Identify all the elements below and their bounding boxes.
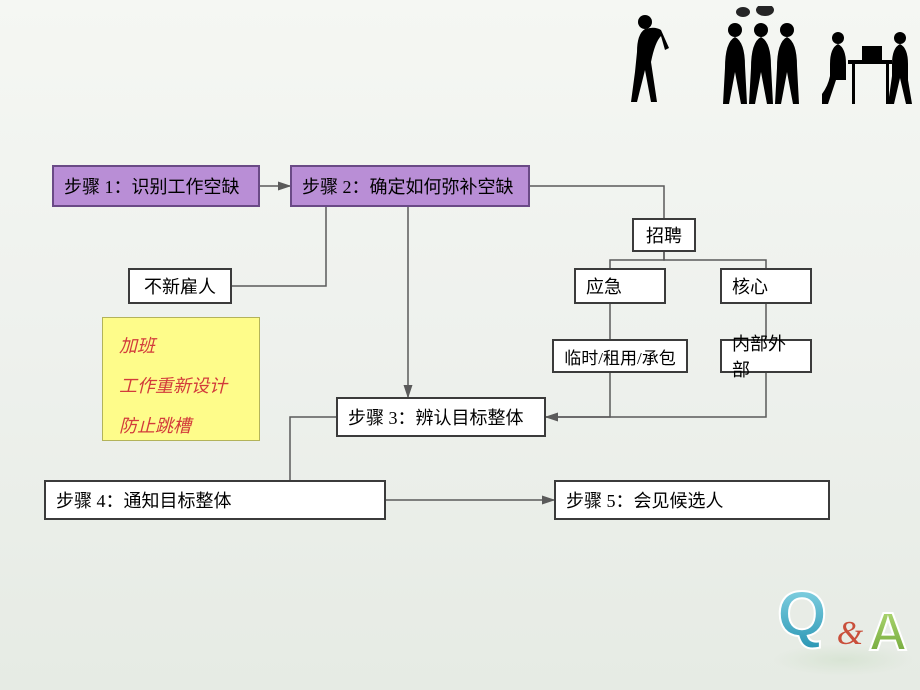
- node-neibu: 内部外部: [720, 339, 812, 373]
- node-step1: 步骤 1：识别工作空缺: [52, 165, 260, 207]
- silhouette-desk: [818, 20, 914, 108]
- yellow-options-box: 加班 工作重新设计 防止跳槽: [102, 317, 260, 441]
- node-step5-label: 步骤 5：会见候选人: [566, 487, 724, 513]
- yellow-line-2: 工作重新设计: [119, 372, 243, 398]
- yellow-line-1: 加班: [119, 332, 243, 358]
- node-linshi-label: 临时/租用/承包: [564, 344, 675, 369]
- node-nohire-label: 不新雇人: [144, 273, 216, 299]
- qa-q-text: Q: [777, 578, 827, 650]
- node-nohire: 不新雇人: [128, 268, 232, 304]
- silhouette-talkers: [715, 6, 805, 108]
- node-zhaopin-label: 招聘: [646, 222, 682, 248]
- diagram-canvas: 步骤 1：识别工作空缺 步骤 2：确定如何弥补空缺 招聘 不新雇人 应急 核心 …: [0, 0, 920, 690]
- node-step4: 步骤 4：通知目标整体: [44, 480, 386, 520]
- node-step1-label: 步骤 1：识别工作空缺: [64, 173, 240, 199]
- node-yingji: 应急: [574, 268, 666, 304]
- node-hexin: 核心: [720, 268, 812, 304]
- node-yingji-label: 应急: [586, 273, 622, 299]
- node-step3-label: 步骤 3：辨认目标整体: [348, 404, 524, 430]
- silhouette-walker: [625, 12, 671, 108]
- node-step2: 步骤 2：确定如何弥补空缺: [290, 165, 530, 207]
- node-step3: 步骤 3：辨认目标整体: [336, 397, 546, 437]
- node-linshi: 临时/租用/承包: [552, 339, 688, 373]
- qa-a-text: A: [869, 602, 908, 662]
- node-step2-label: 步骤 2：确定如何弥补空缺: [302, 173, 514, 199]
- qa-amp-text: &: [837, 615, 864, 652]
- node-step4-label: 步骤 4：通知目标整体: [56, 487, 232, 513]
- qa-badge: Q & A: [768, 560, 918, 680]
- yellow-line-3: 防止跳槽: [119, 412, 243, 438]
- node-hexin-label: 核心: [732, 273, 768, 299]
- node-neibu-label: 内部外部: [732, 330, 800, 382]
- node-zhaopin: 招聘: [632, 218, 696, 252]
- node-step5: 步骤 5：会见候选人: [554, 480, 830, 520]
